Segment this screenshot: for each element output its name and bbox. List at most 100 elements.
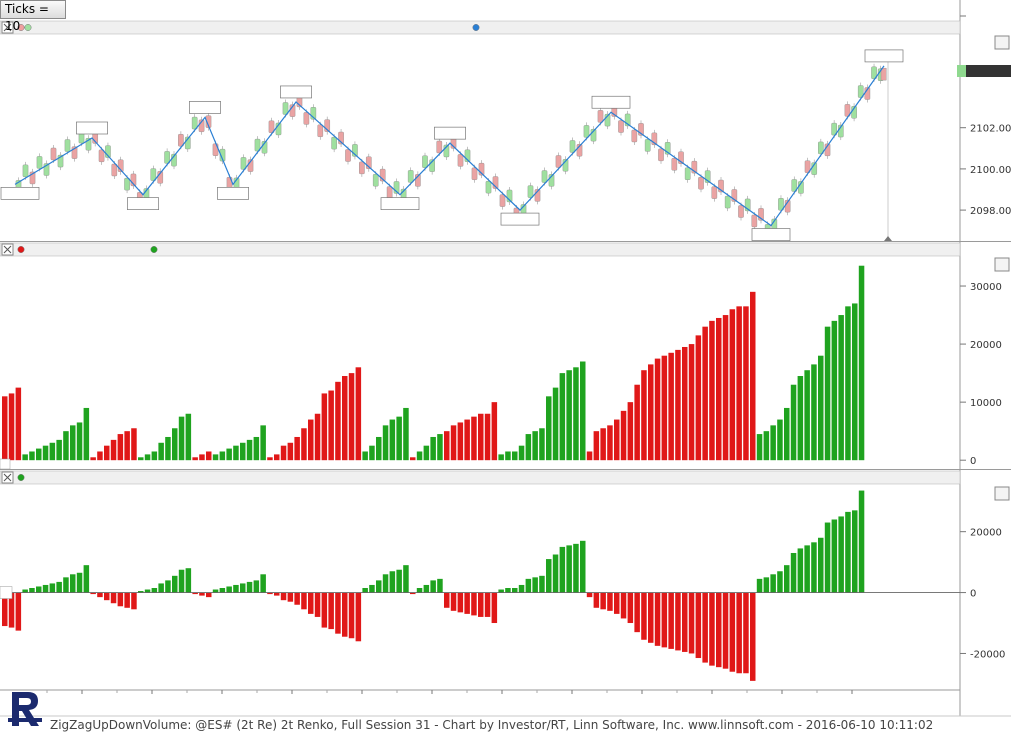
pivot-volume-label-box [864,49,904,63]
oscillator-bar [566,545,572,593]
oscillator-bar [756,578,763,593]
renko-brick [857,85,864,98]
oscillator-bar [790,552,797,593]
renko-brick [569,140,576,153]
oscillator-bar [355,592,362,642]
renko-brick [178,134,184,147]
renko-brick [631,129,638,143]
renko-brick [386,186,393,199]
oscillator-bar [117,592,124,607]
oscillator-bar [620,592,627,619]
volume-bar [2,396,8,461]
oscillator-bar [219,588,226,593]
oscillator-bar [308,592,314,614]
oscillator-bar [104,592,110,601]
volume-bar [784,407,790,461]
volume-bar [444,431,450,461]
volume-bar [600,428,606,461]
oscillator-bar [702,592,708,663]
volume-bar [178,416,185,461]
volume-axis-label: 10000 [970,398,1002,409]
oscillator-bar [151,588,158,593]
oscillator-bar [675,592,681,651]
oscillator-bar [518,584,525,593]
close-icon [3,23,12,32]
oscillator-bar [729,592,736,672]
renko-brick [597,110,604,123]
volume-bar [124,431,130,461]
indicator-dot [472,24,480,31]
volume-bar [410,457,416,461]
volume-bar [226,448,232,461]
oscillator-bar [532,577,538,593]
renko-brick [219,148,226,162]
volume-bar [750,291,756,461]
volume-bar [729,309,736,461]
oscillator-bar [580,540,586,593]
oscillator-bar [586,592,593,598]
oscillator-bar [212,589,219,593]
oscillator-bar [845,511,851,593]
renko-brick [471,167,478,180]
oscillator-bar [593,592,600,608]
volume-bar [49,442,56,461]
volume-bar [42,445,49,461]
pivot-volume-label-box [127,197,159,210]
oscillator-bar [206,592,212,598]
volume-bar [70,425,76,461]
volume-bar [355,367,362,461]
volume-bar [22,454,28,461]
oscillator-bar [498,589,504,593]
renko-brick [436,140,443,154]
volume-bar [593,431,600,461]
volume-bar [498,454,504,461]
oscillator-bar [450,592,457,611]
volume-bar [430,436,436,461]
zigzag-line [14,65,885,227]
oscillator-bar [682,592,688,652]
volume-bar [423,445,430,461]
oscillator-bar [818,537,824,593]
oscillator-bar [416,588,423,593]
volume-bar [552,387,559,461]
renko-brick [407,170,414,183]
volume-bar [505,451,511,461]
oscillator-bar [76,572,83,593]
oscillator-bar [743,592,749,674]
renko-brick [254,138,261,152]
oscillator-axis-label: -20000 [970,649,1005,660]
volume-bar [274,454,280,461]
volume-bar [97,451,103,461]
volume-bar [845,306,851,461]
renko-brick [527,185,534,198]
volume-bar [151,451,158,461]
renko-brick [880,67,887,81]
oscillator-bar [457,592,464,613]
oscillator-bar [15,592,22,631]
indicator-dot [17,246,25,253]
volume-bar [464,419,470,461]
oscillator-bar [274,592,280,596]
oscillator-bar [382,574,389,593]
oscillator-bar [784,565,790,593]
ticks-button[interactable]: Ticks = 10 [0,0,66,33]
volume-bar [192,457,198,461]
volume-bar [63,431,69,461]
renko-brick [724,195,731,209]
volume-bar [573,367,579,461]
volume-bar [314,413,321,461]
volume-bar [287,442,294,461]
volume-bar [36,448,42,461]
cursor-marker [884,236,892,241]
oscillator-bar [627,592,634,624]
renko-brick [205,115,212,128]
renko-brick [282,102,289,115]
volume-bar [546,396,552,461]
renko-brick [98,149,105,163]
oscillator-bar [552,554,559,593]
volume-bar [301,428,307,461]
oscillator-bar [2,592,8,627]
volume-bar [736,306,742,461]
oscillator-axis-label: 0 [970,589,976,600]
volume-bar [634,384,640,461]
